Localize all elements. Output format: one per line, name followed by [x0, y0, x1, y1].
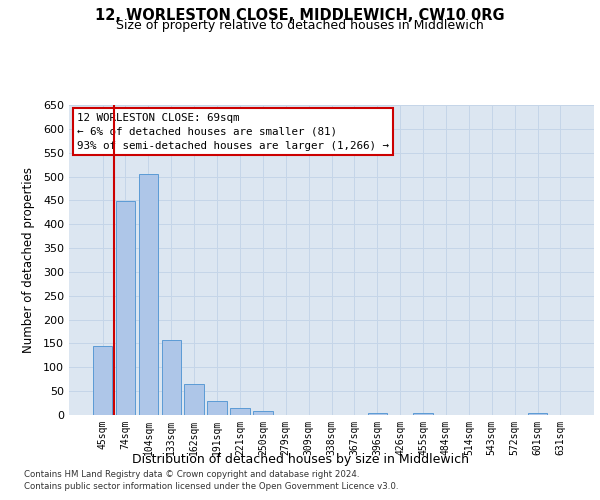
- Bar: [253, 410, 272, 415]
- Text: 12 WORLESTON CLOSE: 69sqm
← 6% of detached houses are smaller (81)
93% of semi-d: 12 WORLESTON CLOSE: 69sqm ← 6% of detach…: [77, 113, 389, 151]
- Bar: [208, 400, 227, 415]
- Bar: [116, 202, 135, 415]
- Y-axis label: Number of detached properties: Number of detached properties: [22, 167, 35, 353]
- Bar: [528, 412, 547, 415]
- Bar: [230, 408, 250, 415]
- Bar: [161, 340, 181, 415]
- Bar: [413, 412, 433, 415]
- Bar: [368, 412, 387, 415]
- Text: Distribution of detached houses by size in Middlewich: Distribution of detached houses by size …: [131, 452, 469, 466]
- Text: Contains HM Land Registry data © Crown copyright and database right 2024.: Contains HM Land Registry data © Crown c…: [24, 470, 359, 479]
- Text: 12, WORLESTON CLOSE, MIDDLEWICH, CW10 0RG: 12, WORLESTON CLOSE, MIDDLEWICH, CW10 0R…: [95, 8, 505, 22]
- Text: Contains public sector information licensed under the Open Government Licence v3: Contains public sector information licen…: [24, 482, 398, 491]
- Text: Size of property relative to detached houses in Middlewich: Size of property relative to detached ho…: [116, 19, 484, 32]
- Bar: [93, 346, 112, 415]
- Bar: [139, 174, 158, 415]
- Bar: [184, 384, 204, 415]
